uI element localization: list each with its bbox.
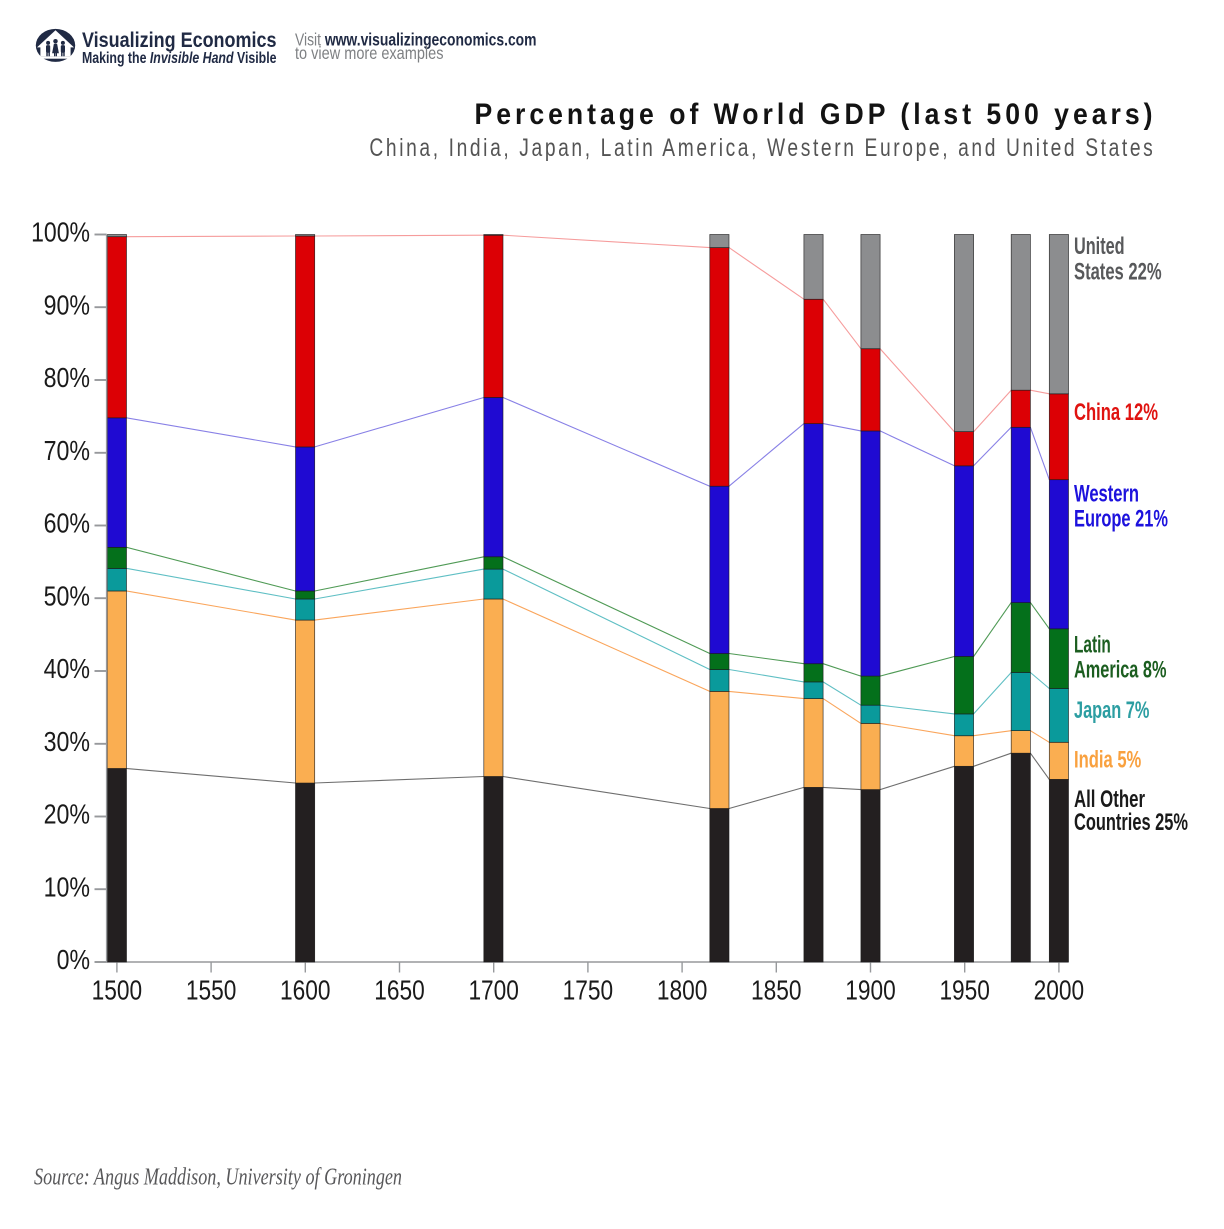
svg-text:10%: 10% [44, 871, 90, 902]
svg-text:80%: 80% [44, 362, 90, 393]
svg-text:China 12%: China 12% [1074, 399, 1158, 426]
svg-text:70%: 70% [44, 435, 90, 466]
svg-text:50%: 50% [44, 580, 90, 611]
svg-text:Making the Invisible Hand Visi: Making the Invisible Hand Visible [82, 50, 277, 67]
svg-text:1700: 1700 [468, 975, 519, 1006]
svg-text:Visualizing Economics: Visualizing Economics [82, 29, 277, 52]
svg-text:China, India, Japan, Latin Ame: China, India, Japan, Latin America, West… [369, 134, 1155, 162]
svg-text:United: United [1074, 233, 1125, 260]
svg-text:1500: 1500 [92, 975, 143, 1006]
svg-text:20%: 20% [44, 799, 90, 830]
svg-text:India 5%: India 5% [1074, 746, 1141, 773]
svg-text:Visit www.visualizingeconomics: Visit www.visualizingeconomics.com [295, 29, 537, 49]
svg-text:Latin: Latin [1074, 631, 1111, 658]
svg-text:1950: 1950 [939, 975, 990, 1006]
svg-text:1800: 1800 [657, 975, 708, 1006]
svg-text:100%: 100% [31, 217, 90, 248]
svg-text:0%: 0% [57, 944, 90, 975]
svg-text:2000: 2000 [1034, 975, 1085, 1006]
svg-text:to view more examples: to view more examples [295, 43, 444, 63]
svg-text:40%: 40% [44, 653, 90, 684]
svg-text:Percentage of World GDP (last: Percentage of World GDP (last 500 years) [475, 98, 1157, 131]
svg-text:1900: 1900 [845, 975, 896, 1006]
svg-text:All Other: All Other [1074, 786, 1145, 813]
svg-text:Source: Angus Maddison, Univer: Source: Angus Maddison, University of Gr… [34, 1165, 402, 1191]
svg-text:America 8%: America 8% [1074, 657, 1167, 684]
svg-text:Western: Western [1074, 481, 1139, 508]
svg-text:30%: 30% [44, 726, 90, 757]
svg-text:1550: 1550 [186, 975, 237, 1006]
svg-text:Countries 25%: Countries 25% [1074, 809, 1188, 836]
svg-text:1650: 1650 [374, 975, 425, 1006]
svg-text:1600: 1600 [280, 975, 331, 1006]
svg-text:States 22%: States 22% [1074, 259, 1162, 286]
svg-text:1750: 1750 [563, 975, 614, 1006]
svg-text:1850: 1850 [751, 975, 802, 1006]
svg-text:Japan 7%: Japan 7% [1074, 697, 1150, 724]
svg-text:90%: 90% [44, 289, 90, 320]
svg-text:60%: 60% [44, 508, 90, 539]
svg-text:Europe 21%: Europe 21% [1074, 505, 1168, 532]
